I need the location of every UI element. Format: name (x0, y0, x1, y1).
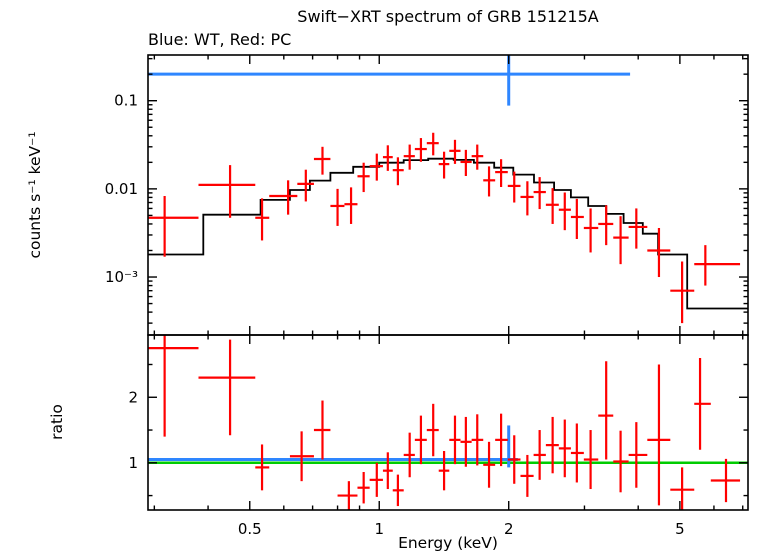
tick-labels: 0.5 1 2 5 10⁻³ 0.01 0.1 1 2 (105, 92, 685, 538)
data-point (520, 454, 534, 497)
data-point (255, 444, 270, 491)
data-point (670, 261, 695, 324)
x-tick-label: 2 (504, 520, 514, 538)
data-point (369, 462, 383, 497)
data-point (598, 205, 614, 246)
spectrum-panel-content (148, 55, 748, 324)
spectrum-panel-border (147, 54, 749, 336)
data-point (382, 145, 393, 171)
data-point (507, 435, 521, 484)
data-point (313, 400, 331, 460)
data-point (495, 413, 508, 467)
data-point (148, 196, 199, 257)
data-point (694, 245, 741, 286)
data-point (460, 416, 472, 467)
data-point (330, 188, 345, 226)
data-point (558, 192, 571, 231)
data-point (392, 474, 404, 507)
data-point (558, 419, 571, 478)
data-point (438, 151, 450, 179)
data-point (694, 357, 711, 450)
x-tick-label: 1 (374, 520, 384, 538)
data-point (613, 430, 629, 493)
chart-subtitle: Blue: WT, Red: PC (148, 30, 292, 49)
data-point (670, 467, 695, 510)
data-point (148, 335, 199, 437)
data-point (357, 471, 370, 504)
data-point (392, 157, 404, 186)
y-tick-label: 1 (128, 454, 138, 472)
data-point (357, 162, 370, 193)
x-tick-label: 0.5 (238, 520, 262, 538)
data-point (545, 416, 559, 474)
data-point (495, 159, 508, 188)
data-point (403, 432, 415, 478)
data-point (426, 132, 439, 156)
data-point (369, 153, 383, 181)
data-point (570, 198, 584, 240)
data-point (628, 208, 648, 249)
data-point (403, 144, 415, 170)
y-tick-label: 0.1 (114, 92, 138, 110)
x-axis-label: Energy (keV) (398, 534, 498, 552)
data-point (313, 146, 331, 175)
y-axis-label-counts: counts s⁻¹ keV⁻¹ (26, 131, 44, 258)
data-point (382, 452, 393, 490)
data-point (583, 430, 599, 490)
data-point (198, 165, 256, 218)
data-point (289, 431, 314, 482)
data-point (647, 364, 671, 506)
ratio-panel-content (148, 335, 748, 510)
y-tick-label: 2 (128, 388, 138, 406)
data-point (647, 227, 671, 278)
data-point (414, 415, 427, 465)
model-histogram-line (148, 157, 748, 310)
data-point (483, 441, 496, 488)
data-point (507, 171, 521, 203)
data-point (471, 144, 484, 170)
data-point (483, 166, 496, 197)
data-point (198, 339, 256, 436)
x-tick-label: 5 (675, 520, 685, 538)
data-point (269, 180, 298, 215)
data-point (520, 181, 534, 216)
data-point (533, 177, 546, 210)
data-point (570, 423, 584, 483)
tick-marks (148, 55, 748, 510)
chart-title: Swift−XRT spectrum of GRB 151215A (297, 7, 599, 26)
data-point (710, 458, 741, 503)
data-point (533, 430, 546, 480)
y-tick-label: 0.01 (105, 180, 138, 198)
data-point (583, 208, 599, 253)
data-point (628, 422, 648, 488)
data-point (297, 169, 314, 202)
data-point (337, 481, 358, 510)
data-point (471, 414, 484, 466)
y-tick-label: 10⁻³ (105, 268, 138, 286)
data-point (545, 188, 559, 224)
data-point (344, 187, 358, 224)
data-point (449, 139, 461, 164)
data-point (598, 361, 614, 460)
data-point (255, 198, 270, 241)
ratio-panel-border (147, 334, 749, 511)
data-point (449, 415, 461, 465)
data-point (438, 451, 450, 491)
data-point (426, 403, 439, 457)
data-point (414, 138, 427, 162)
data-point (460, 149, 472, 176)
y-axis-label-ratio: ratio (48, 404, 66, 440)
data-point (613, 216, 629, 265)
